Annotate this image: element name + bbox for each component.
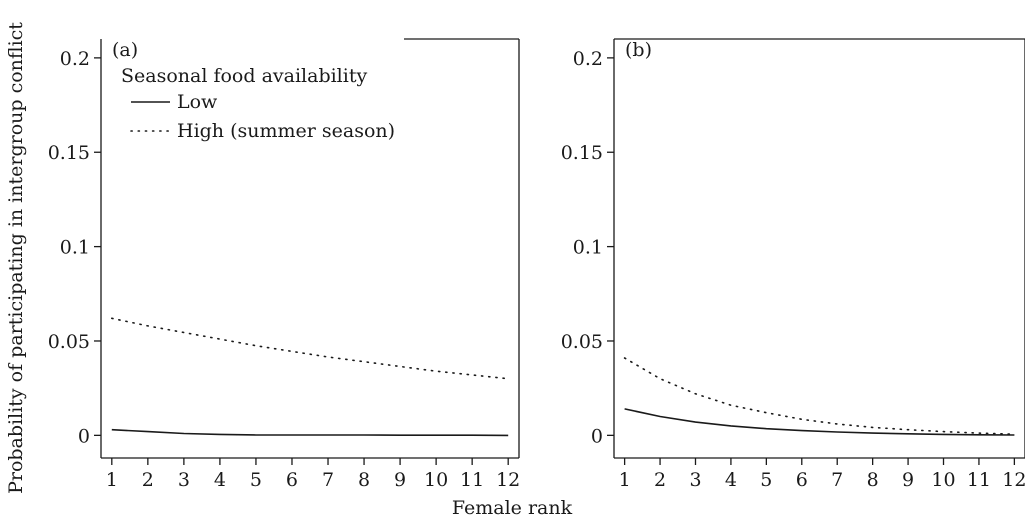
x-tick-label-a-9: 10 bbox=[424, 469, 448, 491]
x-tick-label-a-2: 3 bbox=[178, 469, 190, 491]
x-tick-label-a-6: 7 bbox=[322, 469, 334, 491]
x-tick-label-a-7: 8 bbox=[358, 469, 370, 491]
panel-b: 00.050.10.150.21 2 3 4 5 6 7 8 9 10 11 12(b) bbox=[561, 38, 1025, 491]
panel-label-b: (b) bbox=[625, 39, 652, 61]
x-tick-label-a-0: 1 bbox=[106, 469, 118, 491]
y-tick-label-a-2: 0.1 bbox=[60, 237, 90, 259]
x-axis-title: Female rank bbox=[452, 497, 573, 519]
y-tick-label-a-3: 0.15 bbox=[48, 142, 90, 164]
y-tick-label-a-0: 0 bbox=[78, 425, 90, 447]
legend-label-low: Low bbox=[177, 91, 218, 113]
x-tick-label-a-1: 2 bbox=[142, 469, 154, 491]
x-tick-label-a-11: 12 bbox=[496, 469, 520, 491]
x-tick-label-b-7: 8 bbox=[867, 469, 879, 491]
legend-title: Seasonal food availability bbox=[121, 65, 367, 87]
x-tick-label-a-10: 11 bbox=[460, 469, 484, 491]
y-axis-title: Probability of participating in intergro… bbox=[5, 22, 27, 494]
x-tick-label-b-1: 2 bbox=[654, 469, 666, 491]
x-tick-label-b-10: 11 bbox=[967, 469, 991, 491]
x-tick-label-b-11: 12 bbox=[1002, 469, 1025, 491]
series-high-line-a bbox=[111, 317, 509, 380]
y-tick-label-b-3: 0.15 bbox=[561, 142, 603, 164]
x-tick-label-b-9: 10 bbox=[931, 469, 955, 491]
panel-label-a: (a) bbox=[112, 39, 138, 61]
series-low-line-b bbox=[624, 408, 1015, 436]
x-tick-label-b-2: 3 bbox=[689, 469, 701, 491]
y-tick-label-b-0: 0 bbox=[591, 425, 603, 447]
y-tick-label-b-1: 0.05 bbox=[561, 331, 603, 353]
y-tick-label-b-4: 0.2 bbox=[573, 48, 603, 70]
legend: Seasonal food availability Low High (summe… bbox=[121, 65, 395, 142]
panel-a: 00.050.10.150.21 2 3 4 5 6 7 8 9 10 11 12(a) bbox=[48, 38, 520, 491]
x-tick-label-a-8: 9 bbox=[394, 469, 406, 491]
x-tick-label-a-4: 5 bbox=[250, 469, 262, 491]
y-tick-label-a-4: 0.2 bbox=[60, 48, 90, 70]
x-tick-label-b-4: 5 bbox=[760, 469, 772, 491]
x-tick-label-b-0: 1 bbox=[619, 469, 631, 491]
x-tick-label-b-3: 4 bbox=[725, 469, 737, 491]
x-tick-label-a-5: 6 bbox=[286, 469, 298, 491]
x-tick-label-b-8: 9 bbox=[902, 469, 914, 491]
x-tick-label-a-3: 4 bbox=[214, 469, 226, 491]
y-tick-label-b-2: 0.1 bbox=[573, 237, 603, 259]
series-high-line-b bbox=[623, 357, 1016, 435]
x-tick-label-b-6: 7 bbox=[831, 469, 843, 491]
series-low-line-a bbox=[111, 428, 509, 437]
x-tick-label-b-5: 6 bbox=[796, 469, 808, 491]
y-tick-label-a-1: 0.05 bbox=[48, 331, 90, 353]
legend-label-high: High (summer season) bbox=[177, 120, 395, 142]
